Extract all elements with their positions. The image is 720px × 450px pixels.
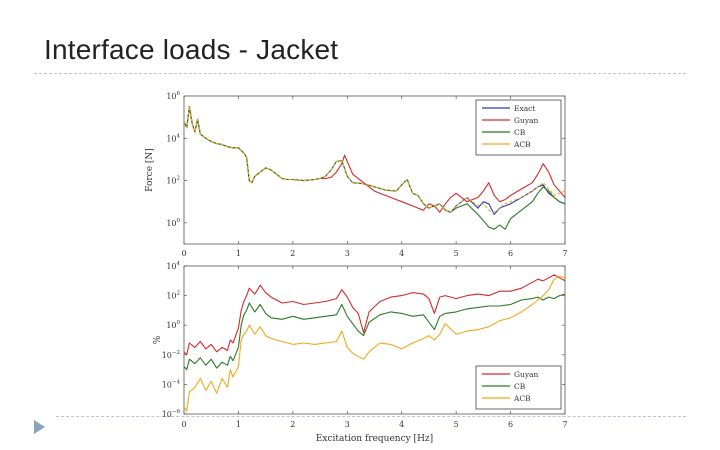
y-tick-base: 10	[162, 351, 172, 360]
y-tick-base: 10	[166, 134, 176, 143]
x-tick-label: 7	[562, 420, 567, 429]
legend-label-guyan: Guyan	[514, 370, 539, 379]
x-tick-label: 1	[236, 420, 241, 429]
series-line-guyan	[184, 274, 565, 356]
y-tick-base: 10	[166, 292, 176, 301]
y-tick-exponent: 0	[177, 320, 181, 326]
series-group	[184, 106, 565, 230]
y-tick-exponent: −4	[172, 379, 181, 385]
y-tick-label: 104	[166, 261, 180, 271]
y-tick-label: 10−2	[162, 350, 180, 360]
x-tick-label: 1	[236, 249, 241, 258]
y-tick-label: 100	[166, 218, 180, 228]
series-line-cb	[184, 293, 565, 371]
legend-box	[475, 99, 562, 156]
x-tick-label: 0	[181, 420, 186, 429]
y-tick-label: 106	[166, 91, 180, 101]
legend: Guyan CB ACB	[475, 365, 562, 410]
x-tick-label: 4	[399, 249, 404, 258]
y-tick-exponent: 4	[177, 261, 181, 267]
y-tick-base: 10	[166, 321, 176, 330]
y-tick-label: 104	[166, 133, 180, 143]
x-tick-label: 3	[345, 420, 350, 429]
y-axis-label: Force [N]	[145, 148, 155, 192]
x-tick-label: 2	[290, 249, 295, 258]
chart-2: 0 1 2 3 4 5 6 710410210010−210−410−6%Excitation…	[153, 261, 568, 444]
y-tick-exponent: 2	[177, 176, 181, 182]
y-tick-exponent: −2	[172, 350, 180, 356]
slide-title: Interface loads - Jacket	[44, 34, 339, 65]
x-axis-label: Excitation frequency [Hz]	[316, 434, 433, 444]
legend-label-acb: ACB	[513, 140, 531, 149]
series-group	[184, 274, 565, 412]
legend-label-exact: Exact	[514, 104, 535, 113]
y-tick-base: 10	[166, 262, 176, 271]
legend-box	[475, 365, 562, 410]
y-tick-exponent: 0	[177, 218, 181, 224]
legend-label-cb: CB	[514, 382, 526, 391]
y-tick-label: 10−6	[162, 409, 181, 419]
y-tick-exponent: 4	[177, 133, 181, 139]
x-tick-label: 6	[508, 249, 513, 258]
x-tick-label: 5	[454, 249, 459, 258]
y-tick-exponent: −6	[172, 409, 181, 415]
legend-label-acb: ACB	[513, 394, 531, 403]
legend: Exact Guyan CB ACB	[475, 99, 562, 156]
x-tick-label: 0	[181, 249, 186, 258]
y-tick-exponent: 2	[177, 291, 181, 297]
y-tick-label: 102	[166, 176, 180, 186]
x-tick-label: 4	[399, 420, 404, 429]
series-line-acb	[184, 275, 565, 412]
bottom-divider	[56, 416, 686, 417]
triangle-bullet-icon	[34, 420, 45, 434]
x-tick-label: 3	[345, 249, 350, 258]
y-tick-label: 100	[166, 320, 180, 330]
legend-label-guyan: Guyan	[514, 116, 539, 125]
top-divider	[34, 73, 686, 74]
y-tick-base: 10	[162, 410, 172, 419]
y-tick-base: 10	[166, 219, 176, 228]
y-tick-base: 10	[162, 380, 172, 389]
x-tick-label: 6	[508, 420, 513, 429]
y-tick-label: 10−4	[162, 379, 181, 389]
x-tick-label: 2	[290, 420, 295, 429]
series-line-acb	[184, 106, 565, 213]
y-tick-base: 10	[166, 177, 176, 186]
x-tick-label: 5	[454, 420, 459, 429]
y-tick-exponent: 6	[177, 91, 181, 97]
y-axis-label: %	[153, 335, 163, 344]
y-tick-base: 10	[166, 92, 176, 101]
y-tick-label: 102	[166, 291, 180, 301]
x-tick-label: 7	[562, 249, 567, 258]
legend-label-cb: CB	[514, 128, 526, 137]
